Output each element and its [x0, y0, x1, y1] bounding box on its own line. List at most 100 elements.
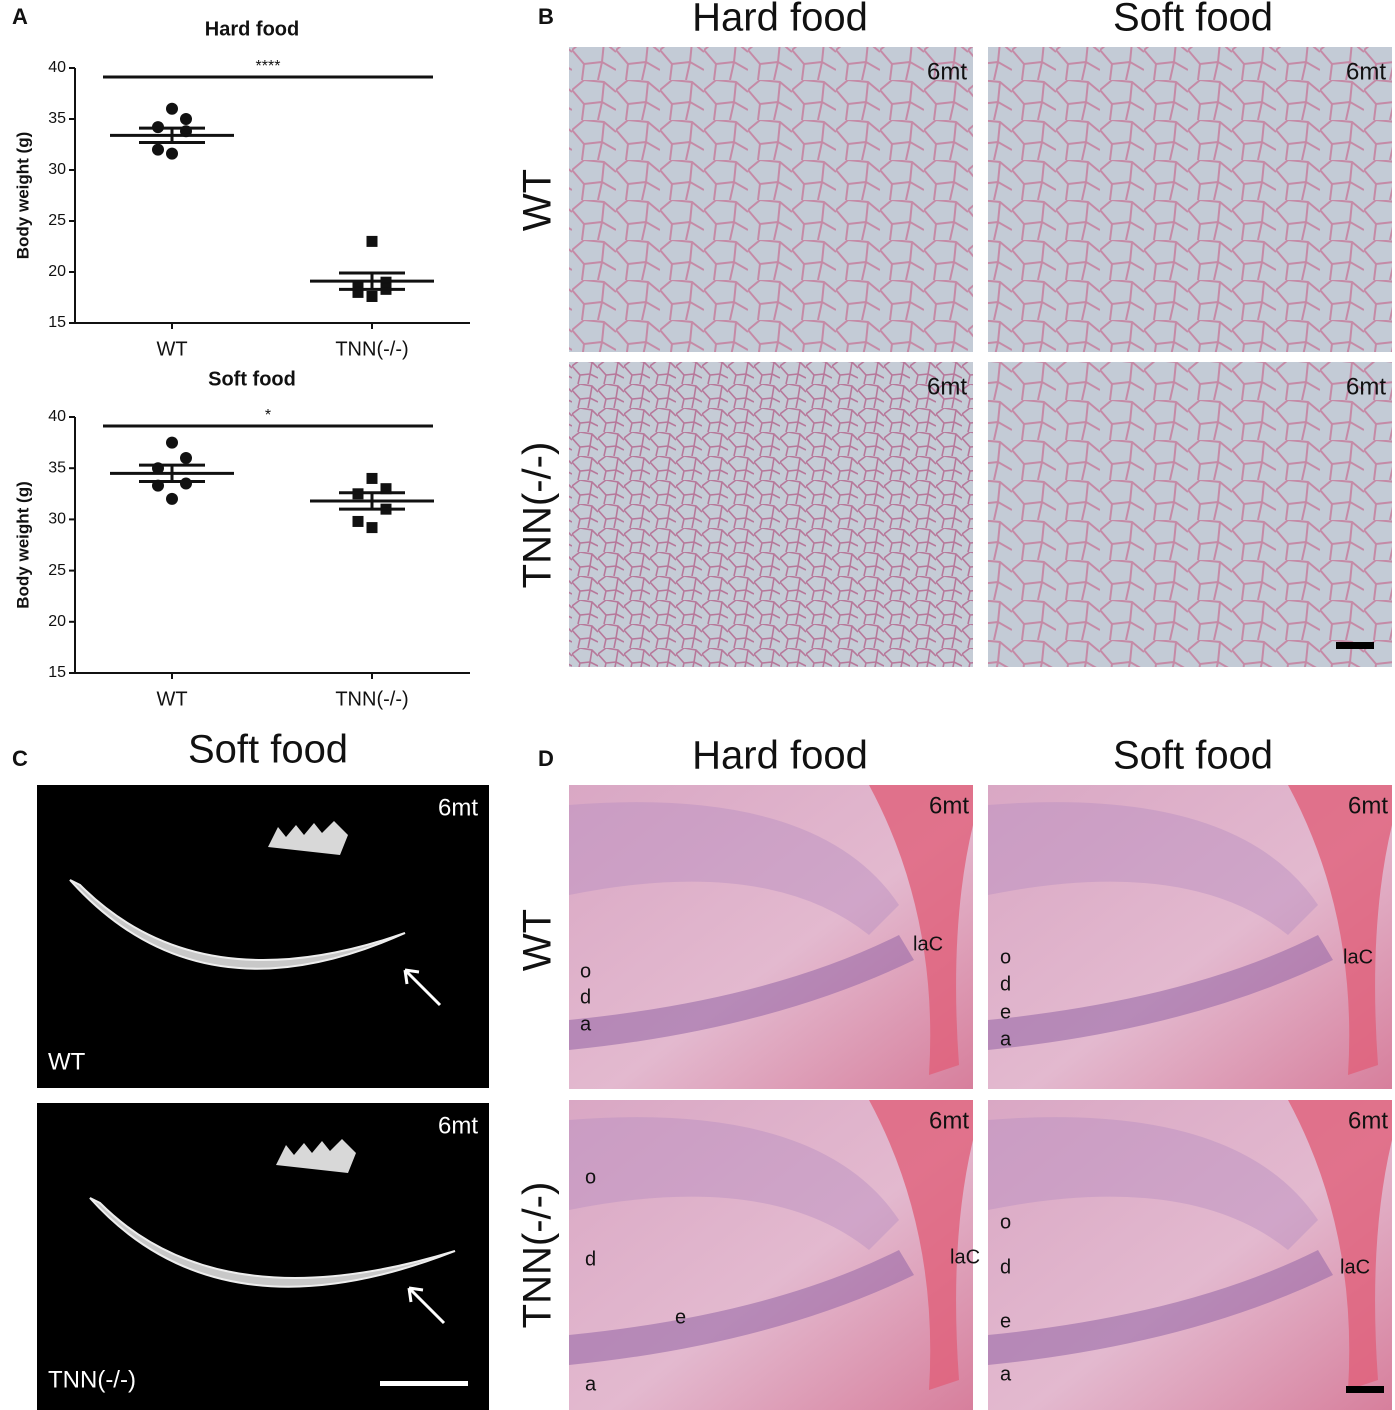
row-label: TNN(-/-)	[516, 1182, 560, 1329]
tissue-label: o	[1000, 946, 1011, 968]
y-tick-label: 35	[48, 110, 66, 127]
scale-bar	[1346, 1386, 1384, 1393]
y-tick-label: 15	[48, 314, 66, 331]
tissue-band	[569, 1250, 914, 1365]
y-tick-label: 20	[48, 263, 66, 280]
x-tick-label: TNN(-/-)	[335, 338, 408, 360]
sem-bar	[339, 491, 405, 511]
y-tick-label: 15	[48, 664, 66, 681]
arrow	[407, 1286, 446, 1325]
time-stamp: 6mt	[927, 373, 967, 400]
micrograph	[569, 362, 973, 667]
data-point	[180, 113, 192, 125]
data-point	[366, 235, 378, 247]
tissue-label: e	[675, 1306, 686, 1328]
tissue-label: laC	[950, 1246, 980, 1268]
bone	[869, 785, 973, 1075]
time-stamp: 6mt	[438, 794, 478, 821]
data-point	[152, 143, 164, 156]
tissue-cells	[569, 802, 899, 935]
incisor	[69, 879, 406, 970]
time-stamp: 6mt	[929, 792, 969, 819]
bone	[869, 1100, 973, 1390]
sem-bar	[139, 463, 205, 484]
tissue-label: o	[580, 960, 591, 982]
chart-title: Soft food	[208, 368, 296, 390]
tissue-label: a	[1000, 1028, 1012, 1050]
data-point	[366, 522, 378, 534]
y-tick-label: 25	[48, 562, 66, 579]
x-tick-label: WT	[156, 688, 187, 710]
microct-image	[37, 785, 489, 1088]
tissue-label: laC	[1340, 1256, 1370, 1278]
tissue-label: d	[580, 986, 591, 1008]
tissue-cells	[988, 1117, 1318, 1250]
tissue-label: e	[1000, 1310, 1011, 1332]
data-point	[180, 477, 192, 490]
tissue-label: laC	[1343, 946, 1373, 968]
y-tick-label: 35	[48, 459, 66, 476]
tissue-band	[569, 935, 914, 1050]
y-tick-label: 25	[48, 212, 66, 229]
tissue-band	[988, 1250, 1333, 1365]
data-point	[166, 436, 178, 449]
micrograph	[988, 47, 1392, 352]
data-point	[366, 472, 378, 484]
bone	[1288, 785, 1392, 1075]
y-tick-label: 30	[48, 161, 66, 178]
data-point	[366, 290, 378, 302]
tissue-label: laC	[913, 933, 943, 955]
tissue-band	[988, 935, 1333, 1050]
micrograph	[988, 362, 1392, 667]
scale-bar	[1336, 642, 1374, 649]
tissue-label: a	[580, 1013, 592, 1035]
incisor	[89, 1197, 456, 1288]
row-label: WT	[516, 169, 560, 231]
time-stamp: 6mt	[1346, 58, 1386, 85]
column-header: Hard food	[692, 734, 868, 778]
data-point	[352, 515, 364, 527]
panel-label: B	[538, 4, 554, 29]
time-stamp: 6mt	[927, 58, 967, 85]
tissue-label: o	[585, 1166, 596, 1188]
time-stamp: 6mt	[438, 1112, 478, 1139]
tissue-label: a	[585, 1373, 597, 1395]
sem-bar	[139, 126, 205, 144]
micrograph	[569, 47, 973, 352]
column-header: Soft food	[1113, 0, 1273, 40]
sem-bar	[339, 271, 405, 291]
tissue-cells	[569, 1117, 899, 1250]
panel-label: C	[12, 746, 28, 771]
y-tick-label: 30	[48, 511, 66, 528]
row-label: TNN(-/-)	[516, 442, 560, 589]
molar	[276, 1139, 356, 1173]
tissue-label: d	[1000, 1256, 1011, 1278]
y-tick-label: 40	[48, 408, 66, 425]
y-tick-label: 40	[48, 59, 66, 76]
y-axis-label: Body weight (g)	[13, 132, 32, 259]
data-point	[166, 492, 178, 505]
panel-label: A	[12, 4, 28, 29]
column-header: Soft food	[1113, 734, 1273, 778]
tissue-label: d	[585, 1248, 596, 1270]
time-stamp: 6mt	[929, 1107, 969, 1134]
scale-bar	[380, 1381, 468, 1386]
microct-image	[37, 1103, 489, 1410]
chart-title: Hard food	[205, 18, 299, 40]
genotype-label: WT	[48, 1048, 86, 1075]
molar	[268, 821, 348, 855]
y-tick-label: 20	[48, 613, 66, 630]
data-point	[166, 102, 178, 115]
time-stamp: 6mt	[1348, 792, 1388, 819]
tissue-cells	[988, 802, 1318, 935]
significance: *	[265, 407, 271, 424]
tissue-label: e	[1000, 1001, 1011, 1023]
data-point	[166, 147, 178, 160]
tissue-label: o	[1000, 1211, 1011, 1233]
time-stamp: 6mt	[1346, 373, 1386, 400]
panel-label: D	[538, 746, 554, 771]
x-tick-label: WT	[156, 338, 187, 360]
x-tick-label: TNN(-/-)	[335, 688, 408, 710]
data-point	[180, 451, 192, 464]
